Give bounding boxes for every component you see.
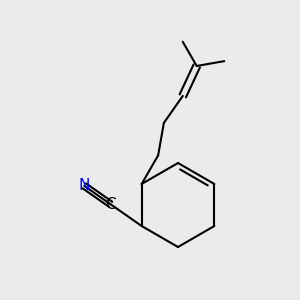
Text: N: N — [79, 178, 90, 193]
Text: C: C — [105, 197, 116, 212]
